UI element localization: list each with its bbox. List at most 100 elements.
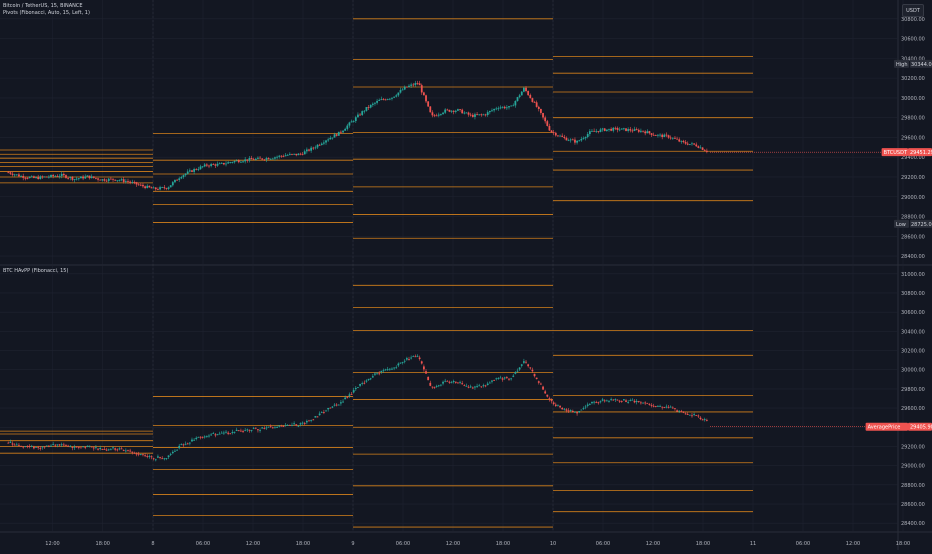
heikin-ashi-candle[interactable] xyxy=(380,370,383,374)
heikin-ashi-candle[interactable] xyxy=(620,400,623,403)
heikin-ashi-candle[interactable] xyxy=(431,386,434,389)
heikin-ashi-candle[interactable] xyxy=(169,452,172,456)
heikin-ashi-candle[interactable] xyxy=(7,441,10,444)
heikin-ashi-candle[interactable] xyxy=(314,416,317,418)
heikin-ashi-candle[interactable] xyxy=(618,399,621,403)
heikin-ashi-candle[interactable] xyxy=(188,442,191,446)
heikin-ashi-candle[interactable] xyxy=(297,424,300,428)
price-candle[interactable] xyxy=(440,113,442,117)
heikin-ashi-candle[interactable] xyxy=(665,404,668,409)
heikin-ashi-candle[interactable] xyxy=(348,392,351,398)
heikin-ashi-candle[interactable] xyxy=(222,430,225,435)
price-candle[interactable] xyxy=(505,105,508,111)
price-candle[interactable] xyxy=(442,111,444,116)
price-candle[interactable] xyxy=(22,173,25,181)
heikin-ashi-candle[interactable] xyxy=(259,428,261,433)
heikin-ashi-candle[interactable] xyxy=(229,433,232,435)
price-candle[interactable] xyxy=(154,187,157,191)
heikin-ashi-candle[interactable] xyxy=(591,401,593,405)
heikin-ashi-candle[interactable] xyxy=(9,439,12,443)
heikin-ashi-candle[interactable] xyxy=(92,446,95,451)
heikin-ashi-candle[interactable] xyxy=(454,381,457,384)
heikin-ashi-candle[interactable] xyxy=(227,431,230,436)
heikin-ashi-candle[interactable] xyxy=(246,428,249,433)
price-candle[interactable] xyxy=(182,174,185,179)
price-candle[interactable] xyxy=(82,174,84,181)
heikin-ashi-candle[interactable] xyxy=(109,447,112,451)
heikin-ashi-candle[interactable] xyxy=(676,409,678,413)
price-candle[interactable] xyxy=(282,154,285,158)
heikin-ashi-candle[interactable] xyxy=(522,358,525,365)
price-candle[interactable] xyxy=(561,133,564,138)
price-candle[interactable] xyxy=(497,106,500,111)
price-candle[interactable] xyxy=(618,127,621,132)
price-candle[interactable] xyxy=(699,145,702,149)
price-candle[interactable] xyxy=(514,100,517,108)
heikin-ashi-candle[interactable] xyxy=(71,446,74,451)
heikin-ashi-candle[interactable] xyxy=(97,448,99,451)
heikin-ashi-candle[interactable] xyxy=(20,445,22,447)
price-candle[interactable] xyxy=(39,175,42,180)
heikin-ashi-candle[interactable] xyxy=(382,368,385,373)
heikin-ashi-candle[interactable] xyxy=(612,399,615,401)
heikin-ashi-candle[interactable] xyxy=(174,449,176,453)
heikin-ashi-candle[interactable] xyxy=(310,419,313,423)
price-candle[interactable] xyxy=(174,179,176,184)
price-candle[interactable] xyxy=(540,108,542,115)
heikin-ashi-candle[interactable] xyxy=(363,380,366,385)
heikin-ashi-candle[interactable] xyxy=(86,445,89,448)
heikin-ashi-candle[interactable] xyxy=(208,434,210,438)
price-candle[interactable] xyxy=(637,128,640,134)
price-candle[interactable] xyxy=(446,108,449,111)
price-candle[interactable] xyxy=(127,178,129,184)
price-candle[interactable] xyxy=(303,149,306,155)
heikin-ashi-candle[interactable] xyxy=(705,418,708,422)
price-candle[interactable] xyxy=(109,177,112,180)
price-candle[interactable] xyxy=(297,152,300,156)
heikin-ashi-candle[interactable] xyxy=(601,397,604,402)
price-candle[interactable] xyxy=(686,141,689,146)
heikin-ashi-candle[interactable] xyxy=(218,431,221,435)
price-candle[interactable] xyxy=(62,172,65,177)
heikin-ashi-candle[interactable] xyxy=(486,381,489,386)
price-candle[interactable] xyxy=(367,104,370,110)
heikin-ashi-candle[interactable] xyxy=(463,384,466,387)
heikin-ashi-candle[interactable] xyxy=(493,379,496,381)
heikin-ashi-candle[interactable] xyxy=(62,442,65,447)
heikin-ashi-candle[interactable] xyxy=(548,396,551,402)
price-candle[interactable] xyxy=(654,134,657,136)
price-candle[interactable] xyxy=(486,110,489,117)
price-candle[interactable] xyxy=(667,134,670,139)
price-candle[interactable] xyxy=(622,127,625,131)
price-candle[interactable] xyxy=(203,162,206,168)
price-candle[interactable] xyxy=(508,105,510,110)
heikin-ashi-candle[interactable] xyxy=(614,398,617,402)
price-candle[interactable] xyxy=(291,153,293,156)
price-candle[interactable] xyxy=(142,182,144,189)
price-candle[interactable] xyxy=(354,115,357,123)
price-candle[interactable] xyxy=(267,157,270,160)
price-candle[interactable] xyxy=(646,129,649,134)
heikin-ashi-candle[interactable] xyxy=(540,382,542,385)
heikin-ashi-candle[interactable] xyxy=(325,409,327,412)
heikin-ashi-candle[interactable] xyxy=(465,383,468,387)
heikin-ashi-candle[interactable] xyxy=(527,363,530,368)
price-candle[interactable] xyxy=(691,141,693,146)
heikin-ashi-candle[interactable] xyxy=(452,379,455,384)
heikin-ashi-candle[interactable] xyxy=(322,409,325,415)
price-candle[interactable] xyxy=(348,121,351,128)
heikin-ashi-candle[interactable] xyxy=(291,422,293,427)
heikin-ashi-candle[interactable] xyxy=(474,385,476,390)
price-candle[interactable] xyxy=(510,105,513,107)
price-candle[interactable] xyxy=(150,186,153,189)
price-candle[interactable] xyxy=(382,97,385,101)
price-candle[interactable] xyxy=(512,103,515,107)
price-candle[interactable] xyxy=(288,152,291,156)
price-candle[interactable] xyxy=(269,158,272,160)
heikin-ashi-candle[interactable] xyxy=(497,377,500,380)
heikin-ashi-candle[interactable] xyxy=(610,397,613,402)
heikin-ashi-candle[interactable] xyxy=(535,377,538,380)
heikin-ashi-candle[interactable] xyxy=(691,413,693,418)
heikin-ashi-candle[interactable] xyxy=(137,451,140,457)
heikin-ashi-candle[interactable] xyxy=(210,432,213,436)
